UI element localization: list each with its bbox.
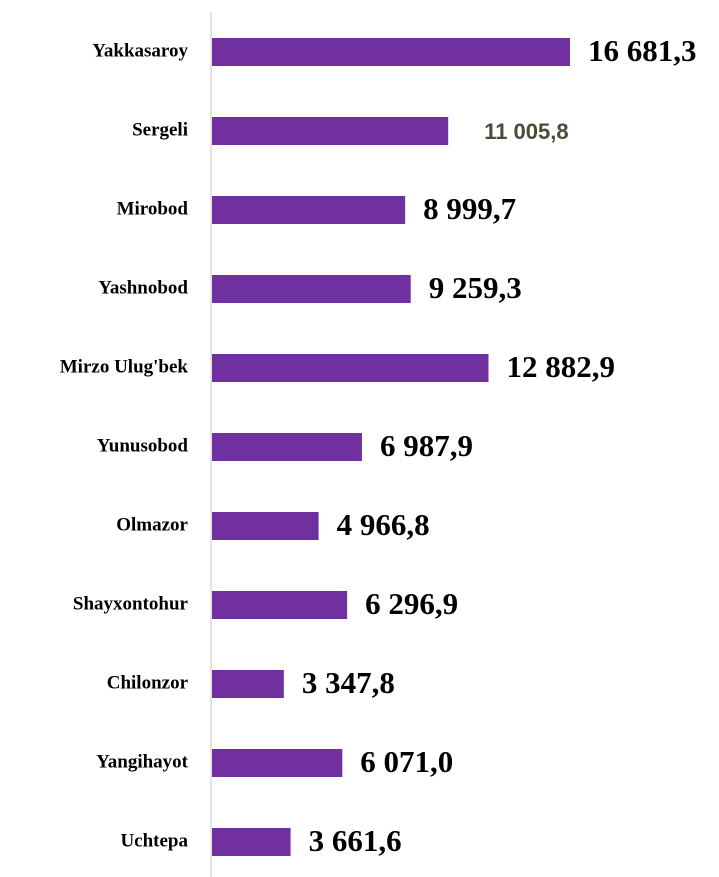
value-label: 4 966,8 (337, 507, 430, 542)
bar (212, 670, 284, 698)
category-label: Yakkasaroy (92, 40, 188, 61)
value-label: 6 296,9 (365, 586, 458, 621)
bar (212, 749, 343, 777)
value-label: 3 661,6 (309, 823, 402, 858)
bar (212, 433, 362, 461)
bar (212, 117, 449, 145)
value-label: 3 347,8 (302, 665, 395, 700)
value-label: 9 259,3 (429, 270, 522, 305)
category-label: Mirzo Ulug'bek (60, 356, 189, 377)
category-label: Shayxontohur (73, 593, 189, 614)
category-label: Yunusobod (97, 435, 189, 456)
category-label: Chilonzor (107, 672, 189, 693)
bar (212, 512, 319, 540)
category-label: Yangihayot (96, 751, 189, 772)
category-label: Sergeli (132, 119, 188, 140)
bar (212, 828, 291, 856)
value-label: 16 681,3 (588, 33, 697, 68)
category-label: Yashnobod (98, 277, 188, 298)
bar (212, 591, 348, 619)
value-label: 6 987,9 (380, 428, 473, 463)
category-label: Olmazor (116, 514, 188, 535)
bar (212, 38, 570, 66)
value-label: 11 005,8 (484, 119, 568, 144)
bar (212, 196, 406, 224)
category-label: Mirobod (117, 198, 189, 219)
category-label: Uchtepa (120, 830, 188, 851)
bar (212, 354, 489, 382)
value-label: 12 882,9 (506, 349, 615, 384)
bar (212, 275, 411, 303)
value-label: 8 999,7 (423, 191, 516, 226)
value-label: 6 071,0 (360, 744, 453, 779)
